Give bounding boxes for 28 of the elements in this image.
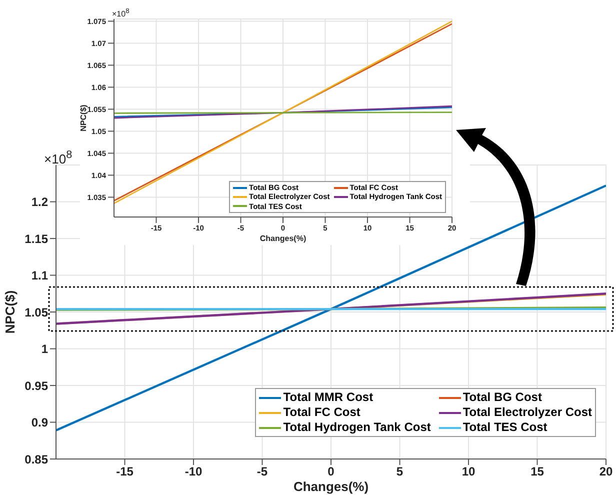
legend-label: Total MMR Cost: [283, 390, 374, 405]
y-axis-title: NPC($): [78, 104, 88, 132]
x-tick-label: 20: [599, 464, 613, 479]
y-tick-label: 1: [41, 342, 48, 356]
y-tick-label: 1.15: [24, 232, 48, 246]
y-tick-label: 0.9: [31, 416, 48, 430]
x-tick-label: -5: [256, 464, 268, 479]
legend-label: Total Electrolyzer Cost: [462, 405, 592, 420]
x-axis-title: Changes(%): [293, 479, 369, 494]
x-tick-label: -10: [184, 464, 202, 479]
legend-label: Total Hydrogen Tank Cost: [283, 420, 431, 435]
legend-label: Total BG Cost: [462, 390, 542, 405]
x-tick-label: 10: [462, 464, 476, 479]
x-tick-label: 0: [328, 464, 335, 479]
legend-label: Total FC Cost: [283, 405, 360, 420]
y-tick-label: 0.85: [24, 452, 48, 466]
x-tick-label: 5: [396, 464, 404, 479]
legend-label: Total TES Cost: [462, 420, 548, 435]
y-axis-title: NPC($): [2, 290, 18, 334]
x-axis-title: Changes(%): [260, 234, 306, 243]
x-tick-label: 15: [530, 464, 544, 479]
x-tick-label: -15: [116, 464, 134, 479]
y-tick-label: 1.05: [24, 305, 48, 320]
y-tick-label: 0.95: [24, 378, 48, 393]
y-tick-label: 1.2: [31, 195, 48, 210]
annotation: ×10$^{8}$: [44, 149, 72, 166]
y-tick-label: 1.1: [31, 268, 48, 283]
text: ×10$^{8}$: [112, 8, 130, 19]
